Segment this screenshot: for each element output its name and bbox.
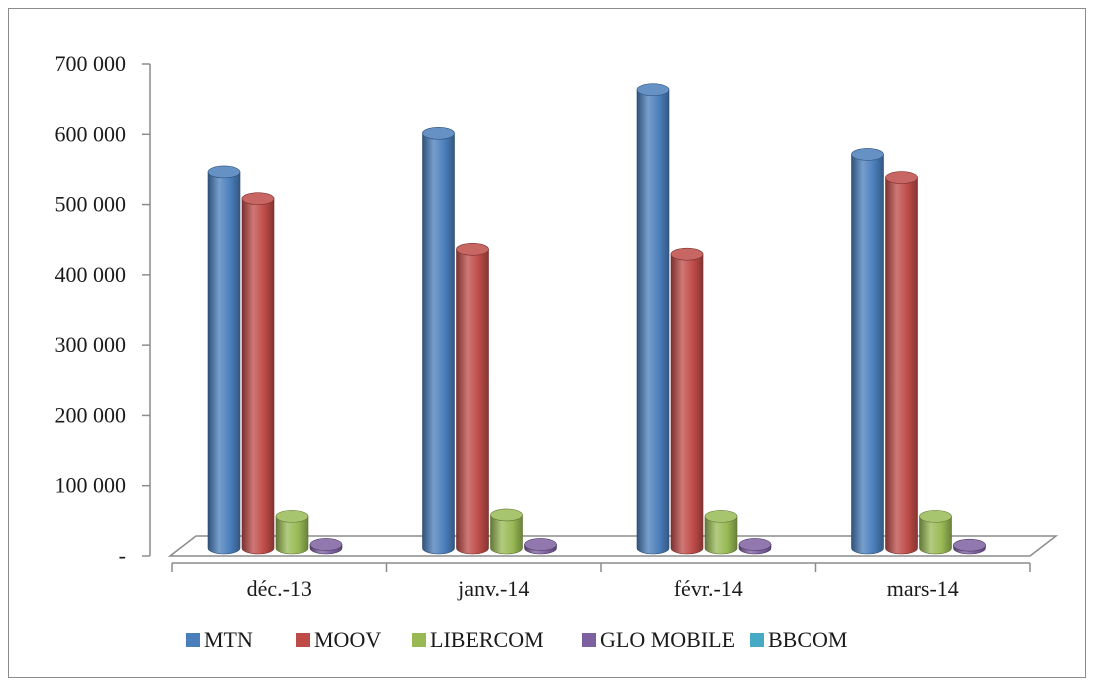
y-tick-label: 700 000 bbox=[55, 51, 127, 76]
y-tick-label: 300 000 bbox=[55, 332, 127, 357]
legend-swatch bbox=[412, 633, 426, 647]
bar-libercom bbox=[490, 508, 523, 555]
legend-item: LIBERCOM bbox=[412, 627, 544, 652]
bar-libercom bbox=[919, 510, 952, 555]
bar-glo-mobile bbox=[738, 538, 772, 555]
y-tick-label: 400 000 bbox=[55, 262, 127, 287]
bar-glo-mobile bbox=[953, 538, 986, 555]
legend-label: MOOV bbox=[314, 627, 381, 652]
bar-mtn bbox=[636, 83, 670, 555]
legend-item: BBCOM bbox=[750, 627, 847, 652]
y-tick-label: 600 000 bbox=[55, 121, 127, 146]
legend-swatch bbox=[750, 633, 764, 647]
plot-floor bbox=[167, 535, 1059, 557]
bar-mtn bbox=[851, 148, 884, 555]
bar-moov bbox=[885, 171, 918, 555]
bar-mtn bbox=[207, 165, 241, 555]
bar-mtn bbox=[422, 127, 455, 555]
legend-label: MTN bbox=[204, 627, 253, 652]
bar-glo-mobile bbox=[524, 538, 557, 555]
legend-item: MTN bbox=[186, 627, 253, 652]
bar-moov bbox=[241, 192, 275, 555]
x-tick-label: janv.-14 bbox=[457, 576, 529, 601]
y-tick-label: - bbox=[119, 543, 126, 568]
bar-libercom bbox=[275, 510, 309, 555]
legend-item: MOOV bbox=[296, 627, 381, 652]
legend-label: GLO MOBILE bbox=[600, 627, 735, 652]
bar-glo-mobile bbox=[309, 538, 343, 555]
legend-label: LIBERCOM bbox=[430, 627, 544, 652]
legend-swatch bbox=[296, 633, 310, 647]
y-tick-label: 500 000 bbox=[55, 192, 127, 217]
bar-libercom bbox=[704, 510, 738, 555]
x-tick-label: mars-14 bbox=[887, 576, 959, 601]
legend-swatch bbox=[186, 633, 200, 647]
x-tick-label: déc.-13 bbox=[247, 576, 312, 601]
y-tick-label: 200 000 bbox=[55, 402, 127, 427]
bar-moov bbox=[456, 242, 489, 555]
legend-swatch bbox=[582, 633, 596, 647]
legend-item: GLO MOBILE bbox=[582, 627, 735, 652]
x-tick-label: févr.-14 bbox=[674, 576, 743, 601]
bar-moov bbox=[670, 247, 704, 555]
legend-label: BBCOM bbox=[768, 627, 847, 652]
y-tick-label: 100 000 bbox=[55, 473, 127, 498]
